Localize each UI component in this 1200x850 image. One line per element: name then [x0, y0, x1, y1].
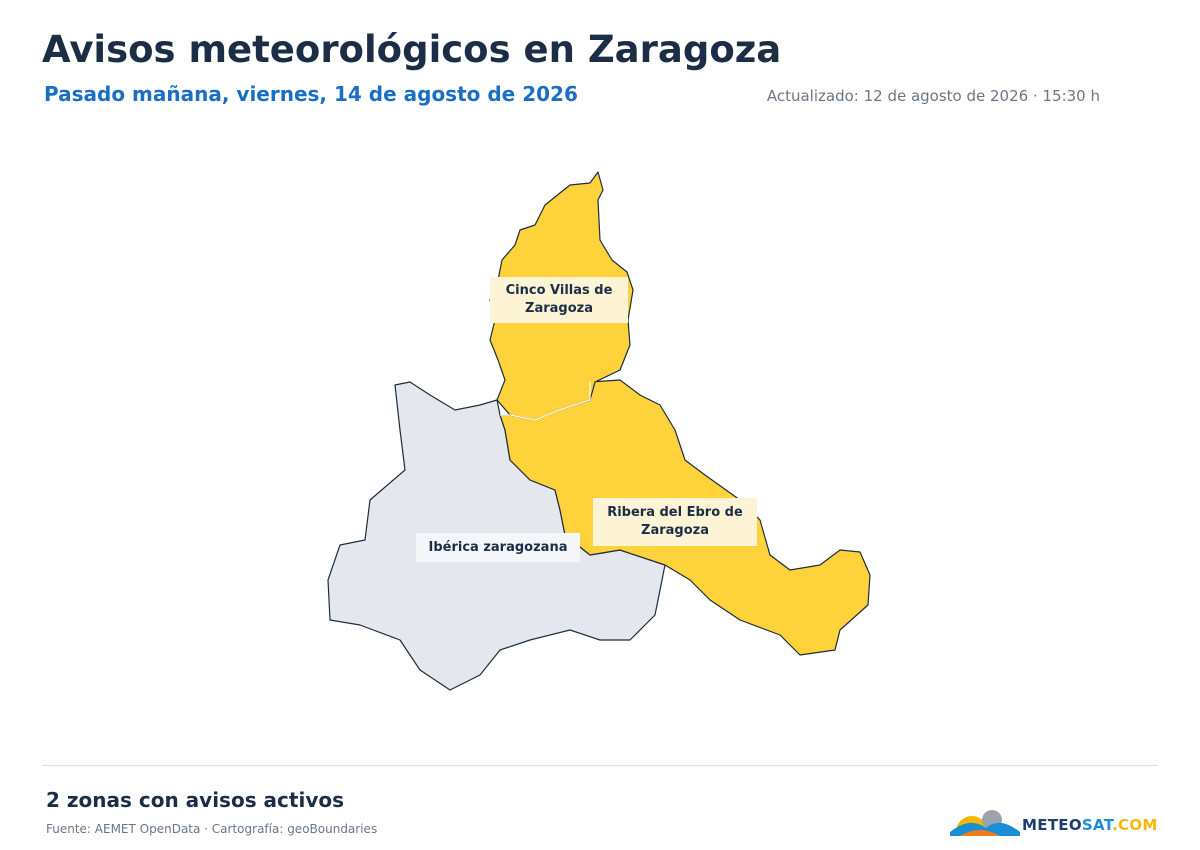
logo-part: .COM	[1112, 816, 1158, 834]
logo-part: METEO	[1022, 816, 1082, 834]
zone-border	[500, 382, 591, 421]
zone-label: Cinco Villas de Zaragoza	[490, 277, 628, 323]
logo-text: METEOSAT.COM	[1022, 816, 1158, 834]
logo-icon	[950, 810, 1020, 836]
title: Avisos meteorológicos en Zaragoza	[42, 28, 782, 71]
zone-label: Ribera del Ebro de Zaragoza	[593, 498, 757, 546]
summary: 2 zonas con avisos activos	[46, 788, 345, 812]
logo-part: SAT	[1081, 816, 1113, 834]
zone-label: Ibérica zaragozana	[416, 533, 580, 562]
updated-time: Actualizado: 12 de agosto de 2026 · 15:3…	[766, 87, 1100, 105]
subtitle: Pasado mañana, viernes, 14 de agosto de …	[44, 82, 578, 106]
divider	[42, 765, 1158, 766]
source: Fuente: AEMET OpenData · Cartografía: ge…	[46, 822, 378, 836]
